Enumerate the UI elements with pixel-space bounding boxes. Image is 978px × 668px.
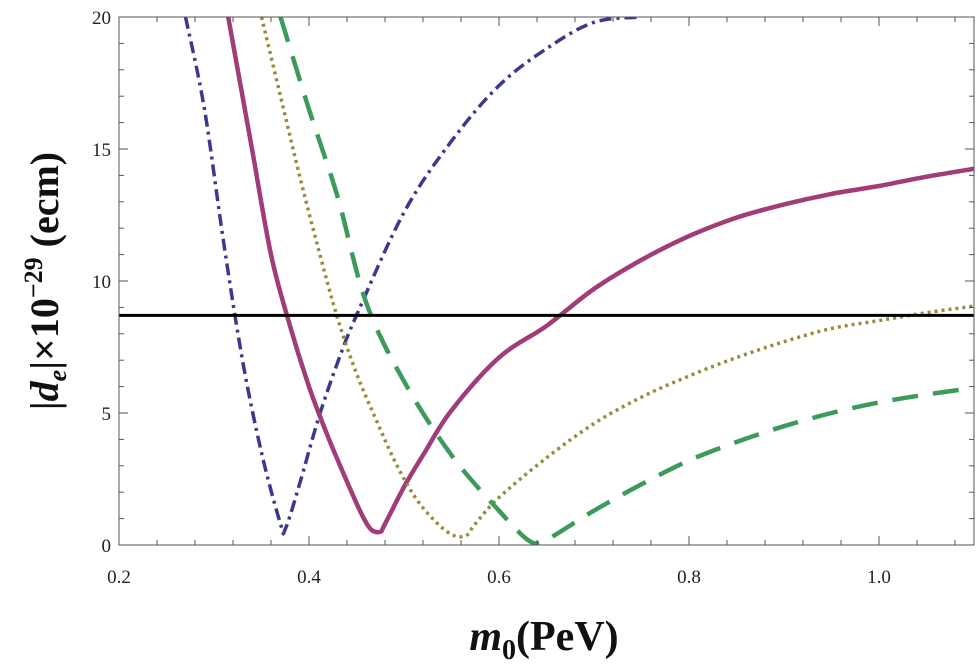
ticks-layer bbox=[118, 16, 974, 546]
y-axis-title-bar-close: |×10 bbox=[22, 298, 67, 370]
plot-frame bbox=[118, 16, 975, 546]
y-axis-title-exp: −29 bbox=[19, 257, 48, 298]
y-tick-label: 20 bbox=[92, 8, 111, 29]
y-tick-label: 5 bbox=[102, 404, 112, 425]
y-axis-title-var: d bbox=[22, 380, 67, 401]
x-tick-label: 0.4 bbox=[297, 567, 321, 588]
x-axis-title-sub: 0 bbox=[502, 635, 516, 666]
x-axis-title: m0(PeV) bbox=[469, 614, 618, 666]
curves-layer bbox=[183, 17, 974, 545]
y-tick-label: 15 bbox=[92, 140, 111, 161]
x-axis-title-unit: (PeV) bbox=[516, 614, 619, 660]
x-axis-title-var: m bbox=[469, 614, 502, 660]
x-tick-label: 1.0 bbox=[867, 567, 891, 588]
y-axis-title: |de|×10−29 (ecm) bbox=[19, 152, 72, 410]
x-tick-label: 0.8 bbox=[677, 567, 701, 588]
y-tick-label: 0 bbox=[102, 536, 112, 557]
x-tick-label: 0.2 bbox=[107, 567, 131, 588]
y-axis-title-bar-open: | bbox=[22, 401, 67, 410]
x-tick-label: 0.6 bbox=[487, 567, 511, 588]
tick-labels-layer: 0.2 0.4 0.6 0.8 1.0 0 5 10 15 20 bbox=[92, 8, 891, 588]
series-line-dot-dashed bbox=[183, 17, 642, 536]
series-line-dotted bbox=[259, 17, 974, 539]
series-line-dashed bbox=[278, 17, 974, 545]
y-axis-title-unit: (ecm) bbox=[22, 152, 67, 257]
y-tick-label: 10 bbox=[92, 272, 111, 293]
series-line-solid bbox=[225, 17, 974, 535]
y-axis-title-sub: e bbox=[43, 370, 72, 382]
